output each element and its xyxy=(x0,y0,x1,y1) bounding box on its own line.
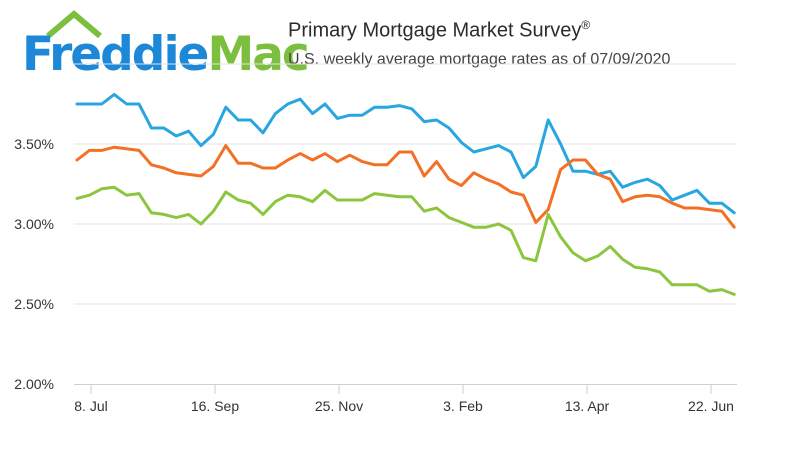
series-line-15yr xyxy=(75,144,736,229)
x-tick-label: 16. Sep xyxy=(191,398,239,414)
logo-wordmark: FreddieMac xyxy=(22,27,310,82)
series-line-5yr xyxy=(75,185,736,296)
grid-lines xyxy=(74,63,737,305)
chart-title-text: Primary Mortgage Market Survey xyxy=(288,19,582,42)
x-tick-label: 22. Jun xyxy=(688,398,734,414)
registered-mark: ® xyxy=(581,18,591,32)
chart-title: Primary Mortgage Market Survey® xyxy=(288,18,590,43)
y-tick-label: 3.50% xyxy=(14,136,54,152)
x-axis: 8. Jul 16. Sep 25. Nov 3. Feb 13. Apr 22. Jun xyxy=(74,384,737,414)
x-tick-label: 25. Nov xyxy=(315,398,363,414)
logo-mac-text: Mac xyxy=(207,27,309,82)
series-line-30yr xyxy=(75,92,736,215)
x-tick-label: 3. Feb xyxy=(443,398,483,414)
y-tick-label: 2.00% xyxy=(14,376,54,392)
x-tick-label: 13. Apr xyxy=(565,398,610,414)
y-tick-label: 2.50% xyxy=(14,296,54,312)
series-lines xyxy=(75,92,736,296)
freddie-mac-logo: FreddieMac xyxy=(10,8,310,80)
x-tick-label: 8. Jul xyxy=(74,398,107,414)
y-tick-label: 3.00% xyxy=(14,216,54,232)
y-axis-ticks: 2.00% 2.50% 3.00% 3.50% xyxy=(14,136,54,392)
logo-freddie-text: Freddie xyxy=(22,27,209,82)
house-roof-icon xyxy=(46,10,102,39)
